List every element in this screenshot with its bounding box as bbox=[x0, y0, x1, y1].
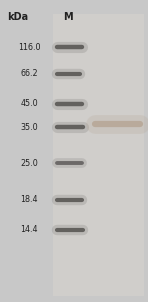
Text: 66.2: 66.2 bbox=[20, 69, 38, 79]
Text: M: M bbox=[63, 12, 73, 22]
Text: 25.0: 25.0 bbox=[20, 159, 38, 168]
Text: 45.0: 45.0 bbox=[20, 99, 38, 108]
Text: kDa: kDa bbox=[7, 12, 29, 22]
Text: 18.4: 18.4 bbox=[20, 195, 38, 204]
FancyBboxPatch shape bbox=[53, 14, 144, 296]
Text: 35.0: 35.0 bbox=[20, 123, 38, 131]
Text: 14.4: 14.4 bbox=[20, 226, 38, 234]
Text: 116.0: 116.0 bbox=[18, 43, 40, 52]
